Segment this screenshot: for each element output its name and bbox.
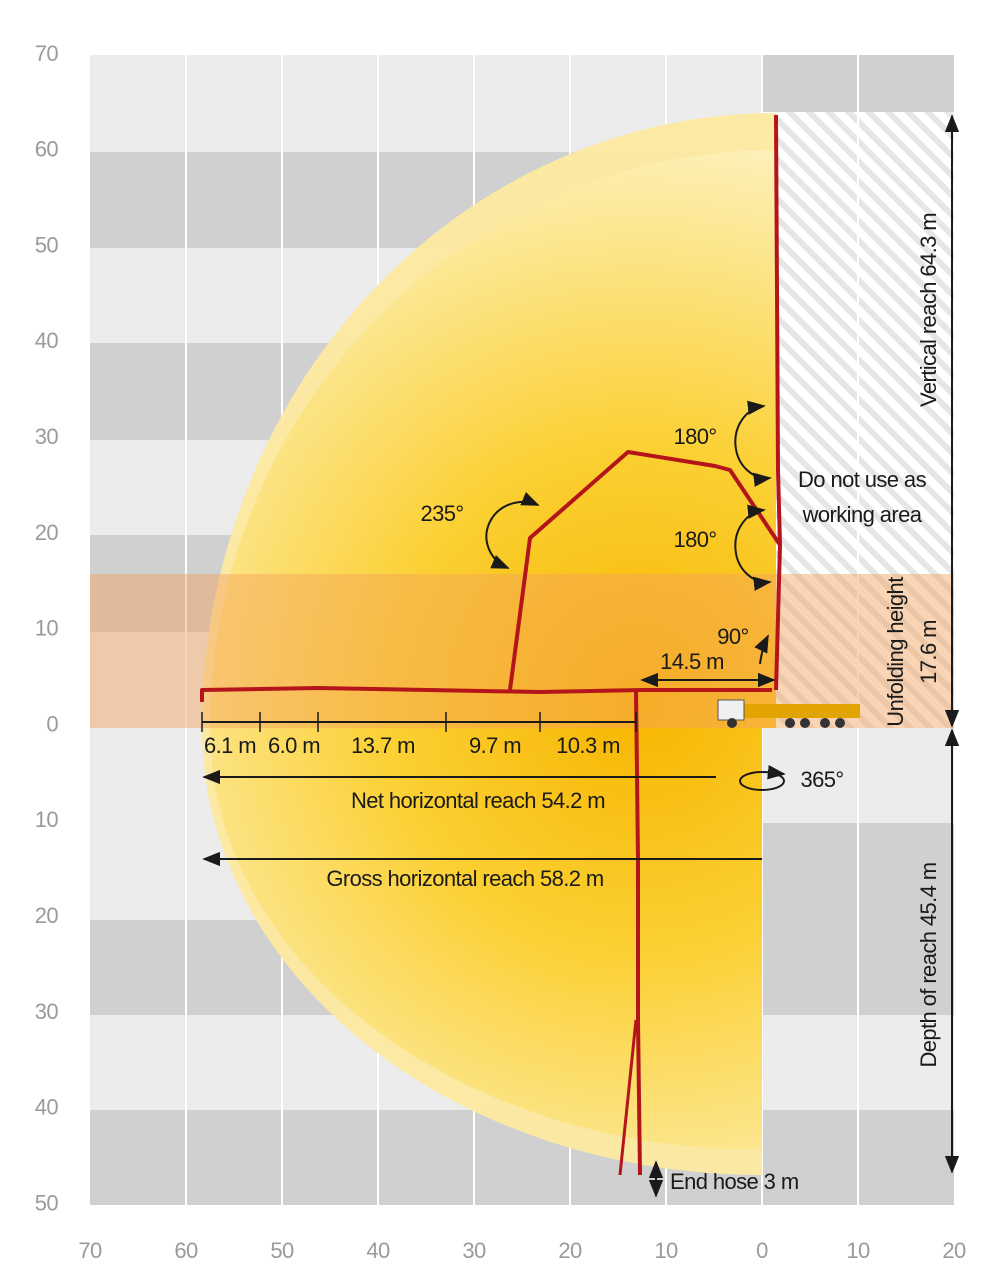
- x-axis-label: 30: [462, 1238, 486, 1263]
- dimension-lines: [201, 114, 960, 1198]
- segment-length: 13.7 m: [351, 733, 415, 758]
- angle: 90°: [717, 624, 748, 649]
- end-hose: End hose 3 m: [670, 1169, 799, 1194]
- y-axis-label: 30: [35, 424, 59, 449]
- x-axis-label: 0: [756, 1238, 768, 1263]
- y-axis-label: 30: [35, 999, 59, 1024]
- reach-envelope-inner: [209, 150, 776, 1150]
- y-axis-label: 20: [35, 903, 59, 928]
- angle: 180°: [673, 527, 716, 552]
- angle: 180°: [673, 424, 716, 449]
- y-axis-label: 10: [35, 616, 59, 641]
- warning: working area: [802, 502, 923, 527]
- y-axis-label: 60: [35, 137, 59, 162]
- segment-length: 10.3 m: [556, 733, 620, 758]
- angle: 235°: [420, 501, 463, 526]
- x-axis-label: 70: [78, 1238, 102, 1263]
- warning: Do not use as: [798, 467, 927, 492]
- x-axis-label: 20: [558, 1238, 582, 1263]
- segment-length: 6.0 m: [268, 733, 320, 758]
- vertical-reach: Vertical reach 64.3 m: [916, 213, 941, 407]
- y-axis-label: 40: [35, 1095, 59, 1120]
- segment-length: 6.1 m: [204, 733, 256, 758]
- x-axis-label: 50: [270, 1238, 294, 1263]
- y-axis-label: 70: [35, 41, 59, 66]
- y-axis-label: 40: [35, 328, 59, 353]
- x-axis-label: 10: [846, 1238, 870, 1263]
- y-axis-label: 50: [35, 1190, 59, 1215]
- angle: 365°: [800, 767, 843, 792]
- truck: [717, 699, 860, 728]
- y-axis-label: 10: [35, 807, 59, 832]
- gross-reach: Gross horizontal reach 58.2 m: [326, 866, 603, 891]
- offset: 14.5 m: [660, 649, 724, 674]
- x-axis-label: 10: [654, 1238, 678, 1263]
- unfolding-height: 17.6 m: [916, 620, 941, 684]
- x-axis-label: 40: [366, 1238, 390, 1263]
- net-reach: Net horizontal reach 54.2 m: [351, 788, 605, 813]
- x-axis-label: 20: [942, 1238, 966, 1263]
- y-axis-label: 50: [35, 232, 59, 257]
- y-axis-label: 0: [46, 711, 58, 736]
- segment-length: 9.7 m: [469, 733, 521, 758]
- unfolding-height: Unfolding height: [883, 577, 908, 727]
- depth-reach: Depth of reach 45.4 m: [916, 862, 941, 1067]
- y-axis-label: 20: [35, 520, 59, 545]
- x-axis-label: 60: [174, 1238, 198, 1263]
